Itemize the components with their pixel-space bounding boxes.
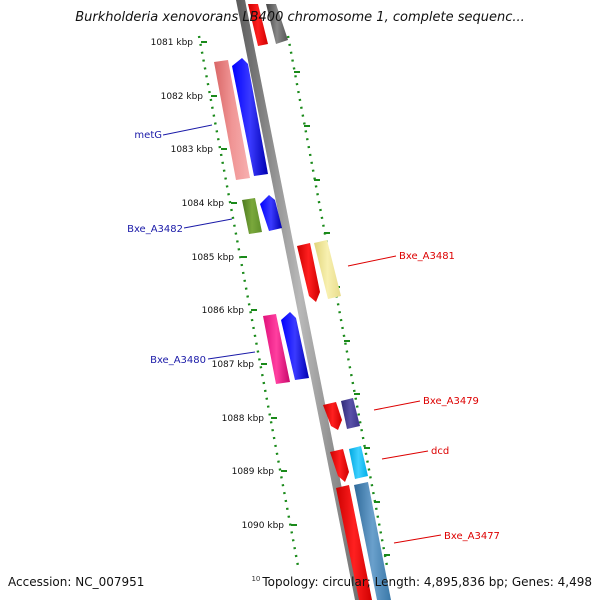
- gene-label-Bxe_A3481[interactable]: Bxe_A3481: [399, 251, 455, 262]
- ruler-label: 1087 kbp: [212, 360, 255, 370]
- ruler-label: 1090 kbp: [242, 521, 285, 531]
- gene-label-dcd[interactable]: dcd: [431, 446, 449, 457]
- gene-label-metG[interactable]: metG: [134, 130, 162, 141]
- gene-dcd-arrow[interactable]: [330, 449, 349, 482]
- gene-metG-arrow[interactable]: [232, 58, 268, 176]
- gene-dcd-block[interactable]: [349, 446, 368, 479]
- gene-Bxe_A3479-block[interactable]: [341, 398, 360, 429]
- chromosome-backbone: [236, 0, 364, 600]
- gene-metG-block[interactable]: [214, 60, 250, 180]
- gene-Bxe_A3477-arrow[interactable]: [336, 485, 372, 600]
- gene-label-Bxe_A3482[interactable]: Bxe_A3482: [127, 224, 183, 235]
- gene-partial-top-gray[interactable]: [266, 4, 288, 44]
- ruler-ticks: [201, 41, 390, 556]
- ruler-label: 1081 kbp: [151, 38, 194, 48]
- gene-Bxe_A3477-block[interactable]: [354, 482, 391, 600]
- gene-Bxe_A3480-block[interactable]: [263, 314, 290, 384]
- leader-lines-right: [347, 255, 442, 544]
- gene-label-Bxe_A3479[interactable]: Bxe_A3479: [423, 396, 479, 407]
- topology-prefix: 10: [251, 575, 261, 583]
- topology-text: 10 Topology: circular; Length: 4,895,836 …: [251, 575, 592, 589]
- leader-lines-left: [162, 124, 256, 360]
- accession-text: Accession: NC_007951: [8, 575, 145, 589]
- gene-Bxe_A3479-arrow[interactable]: [323, 402, 342, 430]
- topology-value: Topology: circular; Length: 4,895,836 bp…: [262, 575, 592, 589]
- ruler-label: 1088 kbp: [222, 414, 265, 424]
- ruler-line-left: [197, 35, 300, 567]
- gene-Bxe_A3481-arrow[interactable]: [297, 243, 320, 302]
- gene-Bxe_A3480-arrow[interactable]: [281, 312, 309, 380]
- ruler-label: 1086 kbp: [202, 306, 245, 316]
- ruler-label: 1084 kbp: [182, 199, 225, 209]
- gene-label-Bxe_A3477[interactable]: Bxe_A3477: [444, 531, 500, 542]
- gene-partial-top-red[interactable]: [248, 4, 268, 46]
- ruler-label: 1085 kbp: [192, 253, 235, 263]
- map-title: Burkholderia xenovorans LB400 chromosome…: [75, 10, 525, 25]
- gene-Bxe_A3482-arrow[interactable]: [260, 195, 282, 231]
- gene-Bxe_A3482-block[interactable]: [242, 198, 262, 234]
- ruler-label: 1082 kbp: [161, 92, 204, 102]
- ruler-label: 1083 kbp: [171, 145, 214, 155]
- gene-Bxe_A3481-block[interactable]: [314, 240, 341, 299]
- ruler-line-right: [286, 35, 389, 567]
- ruler-label: 1089 kbp: [232, 467, 275, 477]
- gene-label-Bxe_A3480[interactable]: Bxe_A3480: [150, 355, 206, 366]
